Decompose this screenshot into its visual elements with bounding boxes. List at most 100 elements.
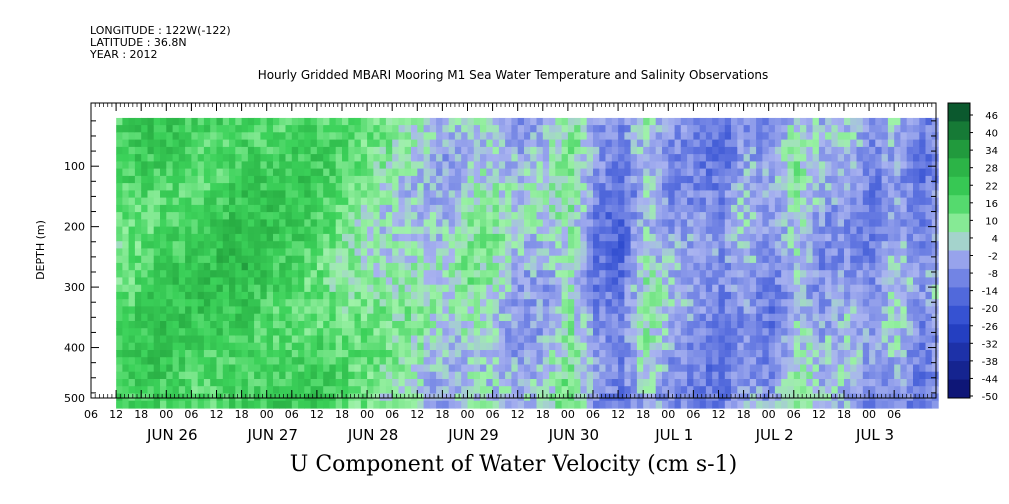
heatmap-cell: [712, 270, 720, 279]
heatmap-cell: [618, 371, 625, 380]
heatmap-cell: [724, 313, 732, 322]
heatmap-cell: [611, 190, 619, 199]
heatmap-cell: [360, 270, 368, 279]
heatmap-cell: [153, 277, 161, 286]
heatmap-cell: [881, 277, 889, 286]
heatmap-cell: [197, 262, 205, 271]
heatmap-cell: [185, 335, 192, 344]
heatmap-cell: [423, 197, 431, 206]
heatmap-cell: [605, 226, 613, 235]
heatmap-cell: [254, 219, 261, 228]
heatmap-cell: [385, 175, 393, 184]
heatmap-cell: [718, 386, 726, 395]
heatmap-cell: [398, 204, 406, 213]
heatmap-cell: [718, 219, 726, 228]
heatmap-cell: [731, 175, 738, 184]
heatmap-cell: [203, 342, 211, 351]
heatmap-cell: [291, 139, 299, 148]
heatmap-cell: [285, 248, 293, 257]
heatmap-cell: [379, 197, 387, 206]
heatmap-cell: [731, 226, 738, 235]
heatmap-cell: [210, 321, 218, 329]
heatmap-cell: [247, 175, 255, 184]
heatmap-cell: [423, 342, 431, 351]
heatmap-cell: [304, 241, 312, 250]
heatmap-cell: [342, 183, 349, 191]
heatmap-cell: [178, 328, 186, 337]
heatmap-cell: [254, 204, 261, 213]
heatmap-cell: [731, 335, 738, 344]
heatmap-cell: [367, 154, 374, 162]
heatmap-cell: [473, 161, 481, 170]
heatmap-cell: [291, 342, 299, 351]
heatmap-cell: [473, 313, 481, 322]
heatmap-cell: [417, 321, 425, 329]
heatmap-cell: [561, 212, 569, 220]
heatmap-cell: [787, 233, 795, 242]
heatmap-cell: [411, 175, 418, 184]
heatmap-cell: [856, 241, 864, 250]
heatmap-cell: [411, 299, 418, 308]
heatmap-cell: [172, 241, 180, 250]
heatmap-cell: [743, 117, 751, 126]
heatmap-cell: [266, 241, 274, 250]
heatmap-cell: [536, 190, 544, 199]
heatmap-cell: [467, 117, 475, 126]
heatmap-cell: [856, 284, 864, 293]
heatmap-cell: [536, 168, 544, 177]
heatmap-cell: [122, 379, 130, 387]
heatmap-cell: [837, 262, 845, 271]
heatmap-cell: [580, 117, 588, 126]
heatmap-cell: [705, 342, 713, 351]
heatmap-cell: [373, 146, 381, 155]
heatmap-cell: [624, 386, 632, 395]
heatmap-cell: [404, 197, 412, 206]
heatmap-cell: [134, 277, 142, 286]
heatmap-cell: [743, 270, 751, 279]
heatmap-cell: [291, 284, 299, 293]
heatmap-cell: [323, 357, 331, 366]
heatmap-cell: [379, 321, 387, 329]
heatmap-cell: [486, 154, 494, 162]
heatmap-cell: [360, 125, 368, 133]
heatmap-cell: [172, 233, 180, 242]
heatmap-cell: [542, 132, 550, 141]
heatmap-cell: [379, 255, 387, 264]
heatmap-cell: [793, 139, 801, 148]
heatmap-cell: [787, 255, 795, 264]
heatmap-cell: [555, 371, 563, 380]
heatmap-cell: [436, 161, 443, 170]
heatmap-cell: [718, 262, 726, 271]
heatmap-cell: [618, 241, 625, 250]
heatmap-cell: [254, 175, 261, 184]
heatmap-cell: [160, 197, 167, 206]
heatmap-cell: [423, 125, 431, 133]
heatmap-cell: [348, 400, 356, 409]
heatmap-cell: [423, 350, 431, 358]
heatmap-cell: [680, 313, 688, 322]
heatmap-cell: [342, 364, 349, 373]
heatmap-cell: [881, 248, 889, 257]
heatmap-cell: [254, 335, 261, 344]
heatmap-cell: [505, 313, 512, 322]
heatmap-cell: [417, 183, 425, 191]
heatmap-cell: [743, 154, 751, 162]
heatmap-cell: [687, 371, 694, 380]
heatmap-cell: [887, 241, 895, 250]
heatmap-cell: [222, 132, 230, 141]
heatmap-cell: [636, 241, 644, 250]
heatmap-cell: [756, 146, 763, 155]
heatmap-cell: [128, 291, 136, 300]
heatmap-cell: [818, 342, 826, 351]
heatmap-cell: [385, 161, 393, 170]
heatmap-cell: [894, 321, 902, 329]
heatmap-cell: [141, 190, 149, 199]
heatmap-cell: [818, 371, 826, 380]
heatmap-cell: [222, 379, 230, 387]
heatmap-cell: [605, 291, 613, 300]
heatmap-cell: [630, 306, 638, 315]
heatmap-cell: [567, 364, 575, 373]
heatmap-cell: [687, 219, 694, 228]
heatmap-cell: [473, 364, 481, 373]
heatmap-cell: [693, 291, 701, 300]
